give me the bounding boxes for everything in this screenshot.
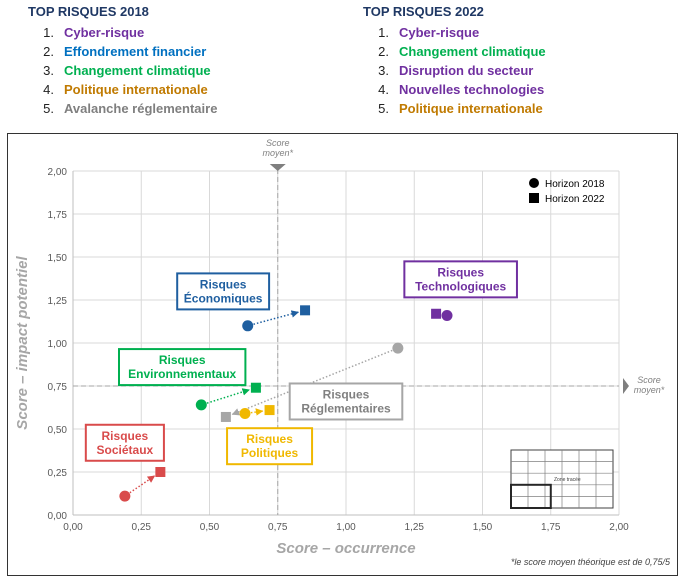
y-tick-label: 0,75 bbox=[48, 382, 68, 393]
y-tick-label: 0,25 bbox=[48, 468, 68, 479]
x-tick-label: 1,75 bbox=[541, 522, 561, 533]
category-label-box bbox=[84, 423, 165, 462]
point-2022 bbox=[431, 308, 442, 319]
x-tick-label: 1,50 bbox=[473, 522, 493, 533]
list-item: 5. Avalanche réglementaire bbox=[43, 101, 218, 116]
point-2022 bbox=[250, 382, 261, 393]
trend-arrow bbox=[253, 310, 300, 325]
point-2018 bbox=[239, 408, 251, 420]
list-item: 2. Effondrement financier bbox=[43, 44, 207, 59]
x-tick-label: 0,25 bbox=[132, 522, 152, 533]
y-tick-label: 2,00 bbox=[48, 167, 68, 178]
category-label-box bbox=[288, 382, 404, 421]
y-tick-label: 0,00 bbox=[48, 511, 68, 522]
trend-arrow bbox=[206, 388, 250, 404]
list-item: 5. Politique internationale bbox=[378, 101, 543, 116]
y-tick-label: 0,50 bbox=[48, 425, 68, 436]
point-2022 bbox=[264, 405, 275, 416]
list-item: 4. Nouvelles technologies bbox=[378, 82, 545, 97]
trend-arrow bbox=[231, 349, 393, 416]
footnote: *le score moyen théorique est de 0,75/5 bbox=[511, 557, 671, 567]
point-2022 bbox=[155, 467, 166, 477]
top-risks-2022: TOP RISQUES 2022 1. Cyber-risque 2. Change… bbox=[363, 4, 546, 118]
list-item: 1. Cyber-risque bbox=[378, 25, 480, 40]
category-label: Risques Politiques bbox=[241, 432, 299, 460]
list-item: 3. Disruption du secteur bbox=[378, 63, 534, 78]
point-2022 bbox=[220, 411, 231, 422]
legend-label-2018: Horizon 2018 bbox=[545, 179, 605, 190]
x-tick-label: 0,00 bbox=[63, 522, 83, 533]
list-item: 1. Cyber-risque bbox=[43, 25, 145, 40]
list-title-2018: TOP RISQUES 2018 bbox=[28, 4, 149, 19]
x-tick-label: 2,00 bbox=[609, 522, 629, 533]
category-label: Risques Technologiques bbox=[415, 265, 506, 293]
trend-arrow bbox=[250, 408, 264, 416]
x-tick-label: 1,25 bbox=[405, 522, 425, 533]
list-item: 2. Changement climatique bbox=[378, 44, 546, 59]
trend-arrow bbox=[129, 475, 156, 494]
x-tick-label: 1,00 bbox=[336, 522, 356, 533]
y-tick-label: 1,75 bbox=[48, 210, 68, 221]
legend-circle-marker bbox=[529, 178, 539, 188]
category-label-box bbox=[403, 260, 518, 299]
category-label-box bbox=[176, 272, 271, 311]
point-2018 bbox=[392, 342, 404, 354]
inset-highlight bbox=[510, 483, 552, 509]
y-tick-label: 1,00 bbox=[48, 339, 68, 350]
list-item: 4. Politique internationale bbox=[43, 82, 208, 97]
reference-label-y: Score moyen* bbox=[634, 375, 665, 395]
category-label: Risques Environnementaux bbox=[128, 353, 236, 381]
point-2018 bbox=[242, 320, 254, 332]
point-2018 bbox=[195, 399, 207, 411]
y-tick-label: 1,25 bbox=[48, 296, 68, 307]
reference-marker-y bbox=[623, 378, 629, 394]
top-risks-2018: TOP RISQUES 2018 1. Cyber-risque 2. Effond… bbox=[28, 4, 217, 118]
legend-label-2022: Horizon 2022 bbox=[545, 194, 605, 205]
point-2018 bbox=[119, 490, 131, 502]
inset-label: Zone tracée bbox=[554, 477, 581, 483]
point-2018 bbox=[441, 309, 453, 321]
category-label-box bbox=[226, 427, 314, 466]
x-tick-label: 0,75 bbox=[268, 522, 288, 533]
list-item: 3. Changement climatique bbox=[43, 63, 211, 78]
top-risks-lists: TOP RISQUES 2018 1. Cyber-risque 2. Effond… bbox=[0, 0, 689, 125]
y-axis-title: Score – impact potentiel bbox=[14, 255, 31, 429]
x-tick-label: 0,50 bbox=[200, 522, 220, 533]
y-tick-label: 1,50 bbox=[48, 253, 68, 264]
x-axis-title: Score – occurrence bbox=[276, 540, 415, 557]
category-label-box bbox=[118, 348, 247, 387]
list-title-2022: TOP RISQUES 2022 bbox=[363, 4, 484, 19]
reference-marker-x bbox=[269, 164, 286, 171]
category-label: Risques Économiques bbox=[184, 277, 263, 305]
chart-frame bbox=[7, 133, 678, 576]
category-label: Risques Réglementaires bbox=[301, 387, 391, 415]
legend-square-marker bbox=[529, 193, 539, 203]
point-2022 bbox=[300, 305, 311, 316]
reference-label-x: Score moyen* bbox=[262, 138, 293, 158]
category-label: Risques Sociétaux bbox=[97, 429, 154, 457]
